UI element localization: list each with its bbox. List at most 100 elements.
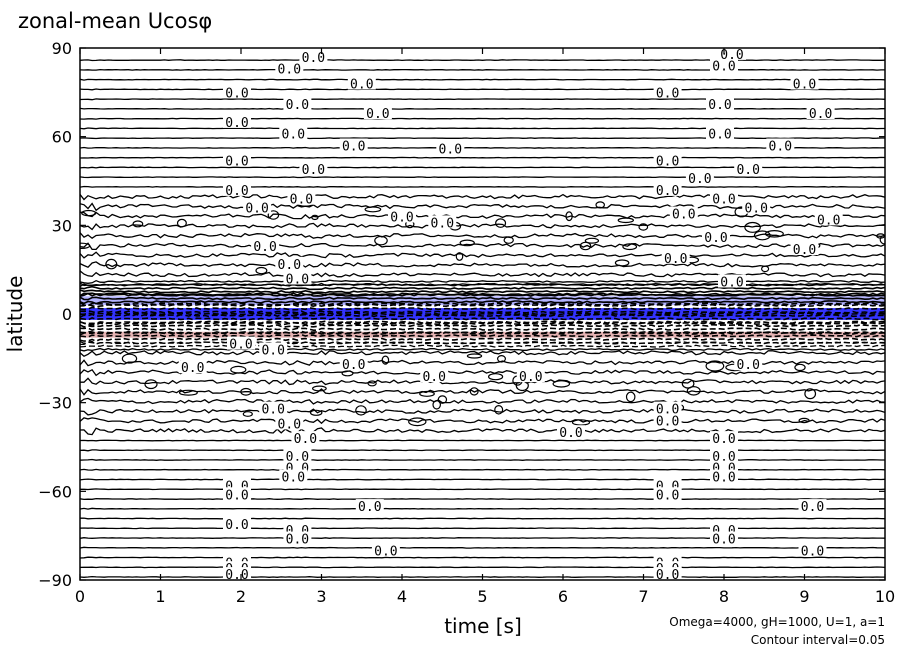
contour-eddy	[144, 379, 158, 390]
contour-labels: 0.0 0.0 0.0 0.0 0.0 0.0 0.0 0.0 0.0 0.0 0.0 0.0 0.0 0…	[178, 46, 843, 583]
contour-label-bg	[223, 567, 251, 581]
contour-label: 0.0	[712, 471, 735, 486]
negative-band-north	[80, 296, 885, 306]
contour-eddy	[121, 353, 138, 364]
contour-line	[80, 289, 885, 294]
contour-label: 0.0	[708, 98, 731, 113]
contour-label-bg	[291, 431, 320, 445]
contour-line	[80, 270, 885, 278]
contour-label-bg	[653, 413, 682, 427]
contour-label: 0.0	[793, 243, 816, 258]
contour-eddy	[794, 363, 806, 372]
contour-label: 0.0	[302, 163, 325, 178]
contour-line	[80, 478, 885, 481]
contour-line	[80, 507, 885, 510]
contour-line	[80, 566, 885, 569]
chart-title: zonal-mean Ucosφ	[18, 9, 212, 33]
contour-label-bg	[223, 516, 251, 530]
contour-label-bg	[814, 212, 843, 226]
contour-line	[80, 59, 885, 62]
contour-line	[80, 368, 885, 377]
contour-eddy	[595, 201, 605, 209]
contour-label-bg	[223, 114, 251, 128]
contour-label-bg	[355, 499, 384, 513]
y-tick-label: 90	[52, 39, 72, 58]
contour-label-bg	[371, 543, 400, 557]
contour-line	[80, 427, 885, 436]
contour-label: 0.0	[261, 403, 284, 418]
contour-label-bg	[706, 97, 734, 111]
y-axis-label: latitude	[3, 276, 27, 353]
contour-eddy	[267, 210, 280, 220]
contour-label: 0.0	[225, 116, 248, 131]
contour-label-bg	[279, 469, 308, 483]
contour-label: 0.0	[712, 193, 735, 208]
parameters-note: Omega=4000, gH=1000, U=1, a=1	[669, 615, 885, 629]
contour-label-bg	[428, 215, 457, 229]
contour-label-bg	[653, 85, 682, 99]
x-tick-label: 5	[477, 587, 487, 606]
contour-label-bg	[363, 106, 392, 119]
contour-line	[80, 327, 885, 332]
x-axis: 0 1 2 3 4 5 6 7 8 9 10	[75, 48, 895, 606]
contour-label: 0.0	[656, 488, 679, 503]
contour-eddy	[764, 230, 784, 238]
contour-line	[80, 377, 885, 386]
contour-label: 0.0	[656, 184, 679, 199]
contour-label-bg	[223, 487, 251, 501]
contour-label: 0.0	[656, 568, 679, 583]
contour-label: 0.0	[358, 500, 381, 515]
contour-label: 0.0	[793, 78, 816, 93]
contour-label: 0.0	[225, 518, 248, 533]
contour-label: 0.0	[672, 208, 695, 223]
contour-eddy	[105, 258, 118, 270]
contour-label: 0.0	[302, 51, 325, 66]
contour-eddy	[705, 360, 725, 372]
contour-eddy	[367, 380, 377, 387]
contour-eddy	[80, 242, 91, 249]
contour-line	[80, 306, 885, 311]
contour-label: 0.0	[225, 154, 248, 169]
y-tick-label: 0	[62, 305, 72, 324]
contour-line	[80, 232, 885, 240]
contour-line	[80, 296, 885, 301]
contour-line	[80, 279, 885, 284]
contour-line	[80, 68, 885, 71]
contour-label: 0.0	[253, 240, 276, 255]
y-tick-label: −90	[38, 571, 72, 590]
contour-eddy	[408, 417, 427, 427]
contour-eddy	[571, 419, 591, 426]
x-tick-label: 2	[236, 587, 246, 606]
contour-eddy	[466, 353, 483, 359]
contour-line	[80, 146, 885, 149]
contour-label-bg	[275, 416, 304, 430]
contour-label: 0.0	[559, 426, 582, 441]
x-tick-label: 9	[799, 587, 809, 606]
contour-label: 0.0	[664, 252, 687, 267]
contour-eddy	[309, 409, 323, 416]
contour-label: 0.0	[286, 533, 309, 548]
positive-band-south	[80, 331, 885, 338]
contour-line	[80, 546, 885, 549]
contour-label: 0.0	[439, 143, 462, 158]
contour-eddy	[503, 236, 514, 244]
contour-label-bg	[790, 242, 819, 255]
contour-eddy	[341, 370, 354, 377]
contour-line	[80, 347, 885, 352]
contour-eddy	[81, 209, 97, 217]
contour-interval-note: Contour interval=0.05	[751, 633, 885, 647]
contour-label-bg	[766, 138, 795, 152]
contour-label: 0.0	[422, 370, 445, 385]
contour-label-bg	[299, 49, 328, 63]
contour-label-bg	[798, 499, 827, 513]
contour-label-bg	[279, 126, 308, 140]
contour-eddy	[753, 230, 771, 241]
contour-label: 0.0	[736, 358, 759, 373]
contour-label: 0.0	[656, 414, 679, 429]
contour-label-bg	[223, 85, 251, 99]
contour-line	[80, 439, 885, 442]
contour-label-bg	[299, 162, 328, 176]
contour-label: 0.0	[278, 417, 301, 432]
contour-label-bg	[798, 543, 827, 557]
contour-eddy	[242, 411, 253, 417]
